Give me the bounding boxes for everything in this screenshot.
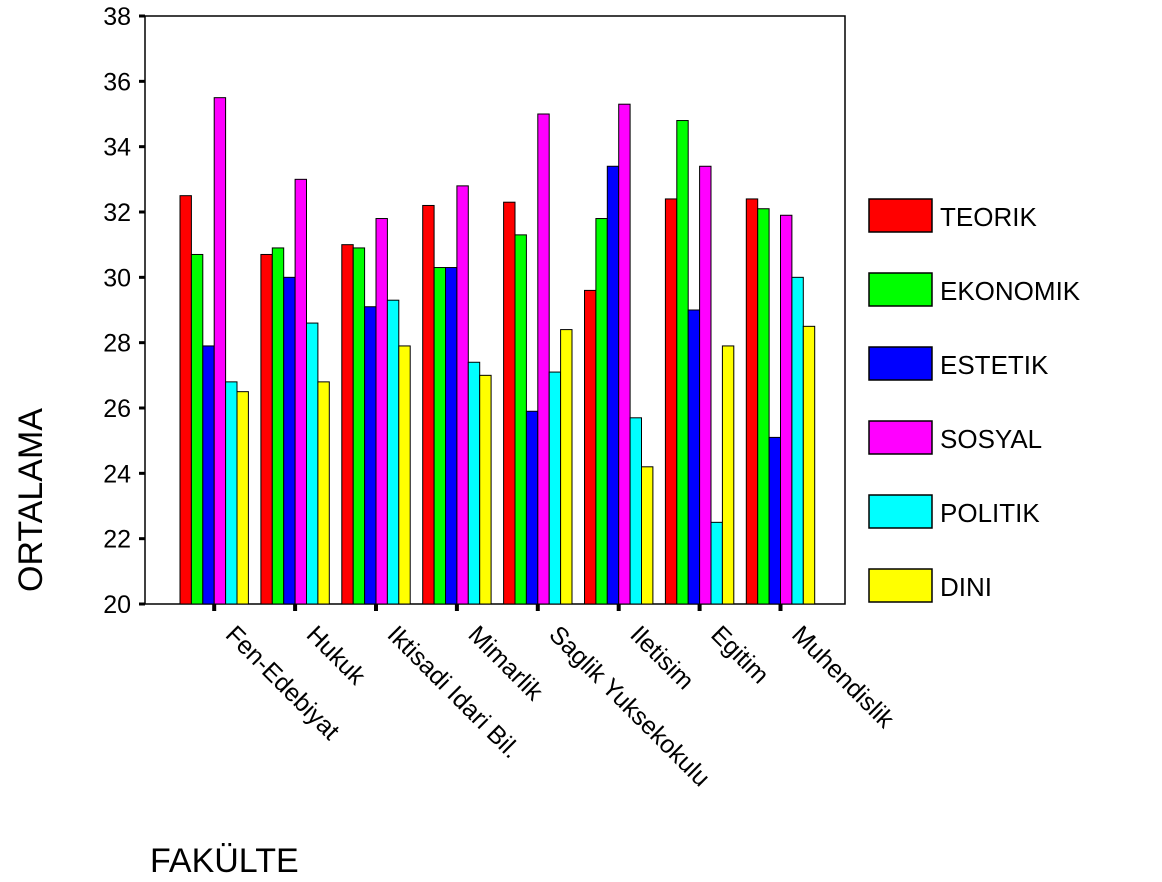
y-tick-label: 36 [103, 68, 131, 96]
bar [525, 410, 539, 605]
bar [456, 185, 469, 605]
bar [595, 218, 608, 605]
bar [236, 391, 249, 605]
legend-label: DINI [940, 572, 992, 602]
x-tick-label: Saglik Yuksekokulu [544, 620, 716, 792]
bar [780, 214, 793, 605]
x-tick-label: Muhendislik [786, 620, 899, 733]
y-axis-title: ORTALAMA [12, 408, 50, 592]
bar [341, 244, 354, 605]
y-tick-label: 28 [103, 330, 131, 358]
bar [687, 309, 701, 605]
bar [757, 208, 770, 605]
bar [260, 253, 273, 605]
y-tick-label: 20 [103, 591, 131, 619]
bar [317, 381, 330, 605]
legend-label: POLITIK [940, 498, 1040, 528]
bar [294, 178, 308, 605]
bar [283, 276, 296, 605]
x-tick-label: Hukuk [301, 620, 371, 690]
bar [548, 371, 562, 605]
legend-swatch [868, 420, 933, 455]
plot-border [144, 15, 846, 605]
y-tick-label: 30 [103, 264, 131, 292]
x-tick-label: Iletisim [624, 620, 699, 695]
bar [375, 218, 388, 605]
legend-label: SOSYAL [940, 424, 1042, 454]
bar [271, 247, 285, 605]
bar [710, 521, 723, 605]
legend-swatch [868, 346, 933, 381]
bar [479, 374, 492, 605]
plot-frame [144, 15, 846, 605]
legend-label: EKONOMIK [940, 276, 1081, 306]
bar [306, 322, 319, 605]
y-tick-label: 34 [103, 134, 131, 162]
bar [364, 306, 377, 605]
bar [699, 165, 712, 605]
bar [802, 325, 816, 605]
y-tick-label: 24 [103, 460, 131, 488]
y-tick-label: 26 [103, 395, 131, 423]
legend-swatch [868, 272, 933, 307]
bars-group [179, 97, 816, 605]
bar [768, 436, 781, 605]
legend-label: TEORIK [940, 202, 1037, 232]
x-axis-title: FAKÜLTE [150, 842, 299, 880]
bar [514, 234, 527, 605]
legend-label: ESTETIK [940, 350, 1049, 380]
bar [629, 417, 642, 605]
bar [225, 381, 238, 605]
bar [398, 345, 411, 605]
y-tick-label: 32 [103, 199, 131, 227]
x-tick-label: Egitim [705, 620, 774, 689]
legend-swatch [868, 198, 933, 233]
bar [202, 345, 215, 605]
y-axis: 20 22 24 26 28 30 32 34 36 38 [103, 3, 145, 619]
legend-swatch [868, 494, 933, 529]
bar [721, 345, 735, 605]
bar [352, 247, 366, 605]
bar [190, 253, 204, 605]
bar [386, 299, 400, 605]
bar [560, 329, 573, 605]
bar [503, 201, 516, 605]
bar [606, 165, 620, 605]
bar [179, 195, 192, 605]
bar [618, 103, 631, 605]
bar [433, 267, 447, 605]
bar [745, 198, 759, 605]
bar [791, 276, 804, 605]
bar [676, 120, 689, 605]
bar [664, 198, 678, 605]
y-tick-label: 22 [103, 526, 131, 554]
y-tick-label: 38 [103, 3, 131, 31]
bar [213, 97, 227, 605]
bar [584, 289, 597, 605]
bar [537, 113, 550, 605]
legend-swatch [868, 568, 933, 603]
legend: TEORIK EKONOMIK ESTETIK SOSYAL POLITIK DINI [868, 198, 1081, 603]
bar [422, 204, 435, 605]
bar [641, 466, 654, 605]
bar [445, 267, 458, 605]
bar [467, 361, 481, 605]
